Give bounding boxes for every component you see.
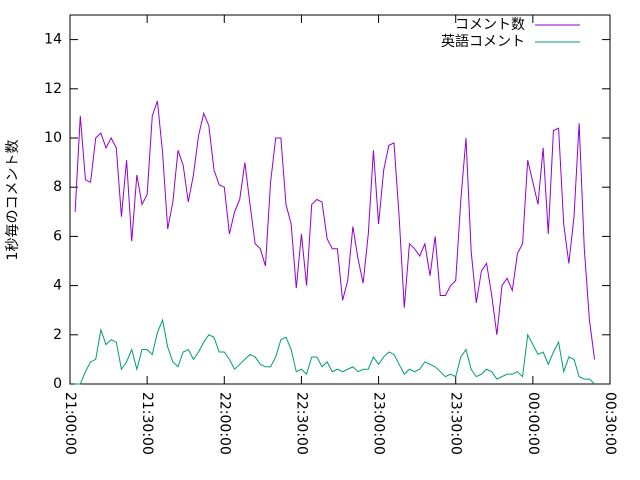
y-tick-label: 2 [53,327,62,343]
y-axis-label: 1秒毎のコメント数 [5,140,21,261]
x-tick-label: 23:00:00 [371,392,387,455]
y-tick-label: 6 [53,228,62,244]
x-tick-label: 22:30:00 [293,392,309,455]
y-tick-label: 14 [44,32,62,48]
legend-label: コメント数 [455,17,525,33]
x-tick-label: 21:00:00 [62,392,78,455]
x-tick-label: 23:30:00 [448,392,464,455]
plot-frame [69,14,611,385]
y-tick-label: 12 [44,81,62,97]
y-tick-label: 8 [53,179,62,195]
x-tick-label: 22:00:00 [216,392,232,455]
legend-label: 英語コメント [441,33,525,50]
series-line [75,318,595,385]
series-line [74,100,596,360]
x-tick-label: 00:00:00 [525,392,541,455]
x-tick-label: 00:30:00 [602,392,618,455]
y-tick-label: 0 [53,376,62,392]
y-tick-label: 4 [53,278,62,294]
y-tick-label: 10 [44,130,62,146]
x-tick-label: 21:30:00 [139,392,155,455]
